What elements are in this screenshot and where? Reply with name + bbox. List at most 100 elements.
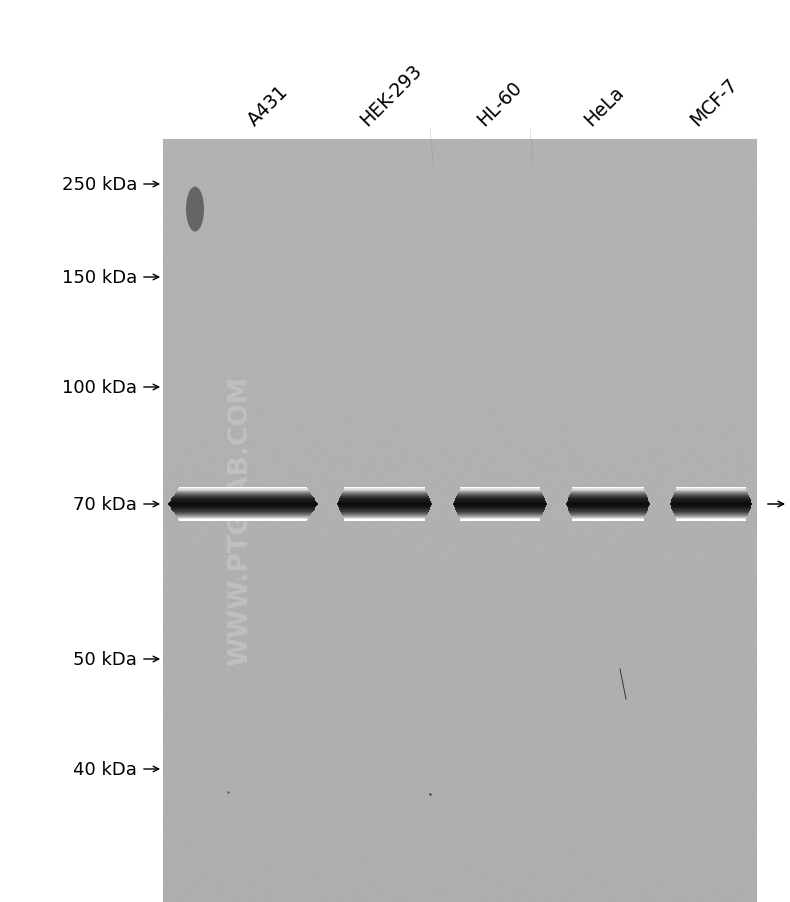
Bar [570,493,646,494]
Bar [458,492,542,493]
Bar [566,502,649,503]
Bar [675,517,747,518]
Bar [566,504,650,506]
Bar [179,489,307,490]
Bar [177,517,309,518]
Bar [176,515,310,517]
Text: 100 kDa: 100 kDa [62,379,137,397]
Bar [172,498,314,499]
Bar [172,510,314,511]
Bar [675,519,747,520]
Bar [343,517,427,518]
Bar [179,519,307,520]
Bar [457,512,544,513]
Bar [169,505,317,507]
Bar [569,511,647,512]
Bar [453,505,546,507]
Bar [460,519,540,520]
Text: A431: A431 [245,82,292,130]
Bar [570,514,646,516]
Bar [458,517,541,518]
Bar [670,504,752,506]
Bar [570,492,645,493]
Bar [457,494,543,496]
Bar [671,507,751,508]
Bar [456,510,544,511]
Bar [339,499,430,500]
Bar [568,509,648,510]
Bar [671,505,751,507]
Text: 250 kDa: 250 kDa [62,176,137,194]
Bar [173,511,313,512]
Bar [671,501,751,502]
Bar [672,510,750,511]
Text: 70 kDa: 70 kDa [73,495,137,513]
Bar [567,500,649,502]
Bar [174,495,312,497]
Bar [675,492,747,493]
Bar [459,490,541,492]
Text: HL-60: HL-60 [473,78,525,130]
Bar [341,494,428,496]
Bar [454,507,546,508]
Bar [344,489,425,490]
Bar [455,500,545,502]
Bar [340,512,428,513]
Bar [571,517,645,518]
Bar [567,508,649,509]
Bar [460,488,540,489]
Bar [343,518,426,519]
Bar [673,495,749,497]
Bar [458,515,542,517]
Bar [671,502,751,503]
Bar [177,491,309,492]
Bar [169,502,317,503]
Bar [339,509,430,510]
Bar [460,520,540,521]
Text: HeLa: HeLa [581,83,628,130]
Bar [174,512,312,513]
Bar [676,520,746,521]
Text: HEK-293: HEK-293 [356,61,426,130]
Bar [567,501,649,502]
Bar [453,502,546,503]
Bar [171,499,314,500]
Bar [175,513,311,514]
Bar [179,520,307,521]
Bar [673,512,749,513]
Bar [344,488,425,489]
Bar [455,509,545,510]
Text: MCF-7: MCF-7 [687,75,742,130]
Bar [339,508,431,509]
Bar [674,514,748,516]
Bar [458,491,541,492]
Bar [175,494,311,496]
Bar [674,513,748,514]
Ellipse shape [186,188,204,232]
Bar [571,491,645,492]
Bar [566,505,649,507]
Bar [570,494,646,496]
Bar [454,501,546,502]
Bar [170,501,316,502]
Bar [175,493,310,494]
Bar [171,500,315,502]
Bar [337,503,432,504]
Text: 150 kDa: 150 kDa [62,269,137,287]
Bar [672,508,750,509]
Bar [173,497,313,498]
Bar [674,493,748,494]
Bar [572,519,644,520]
Bar [675,490,747,492]
Bar [675,491,747,492]
Bar [339,500,431,502]
Bar [171,508,315,509]
Bar [456,497,544,498]
Bar [568,499,648,500]
Bar [341,513,428,514]
Bar [453,504,547,506]
Bar [676,488,746,489]
Bar [341,493,427,494]
Bar [340,498,429,499]
Bar [453,503,547,504]
